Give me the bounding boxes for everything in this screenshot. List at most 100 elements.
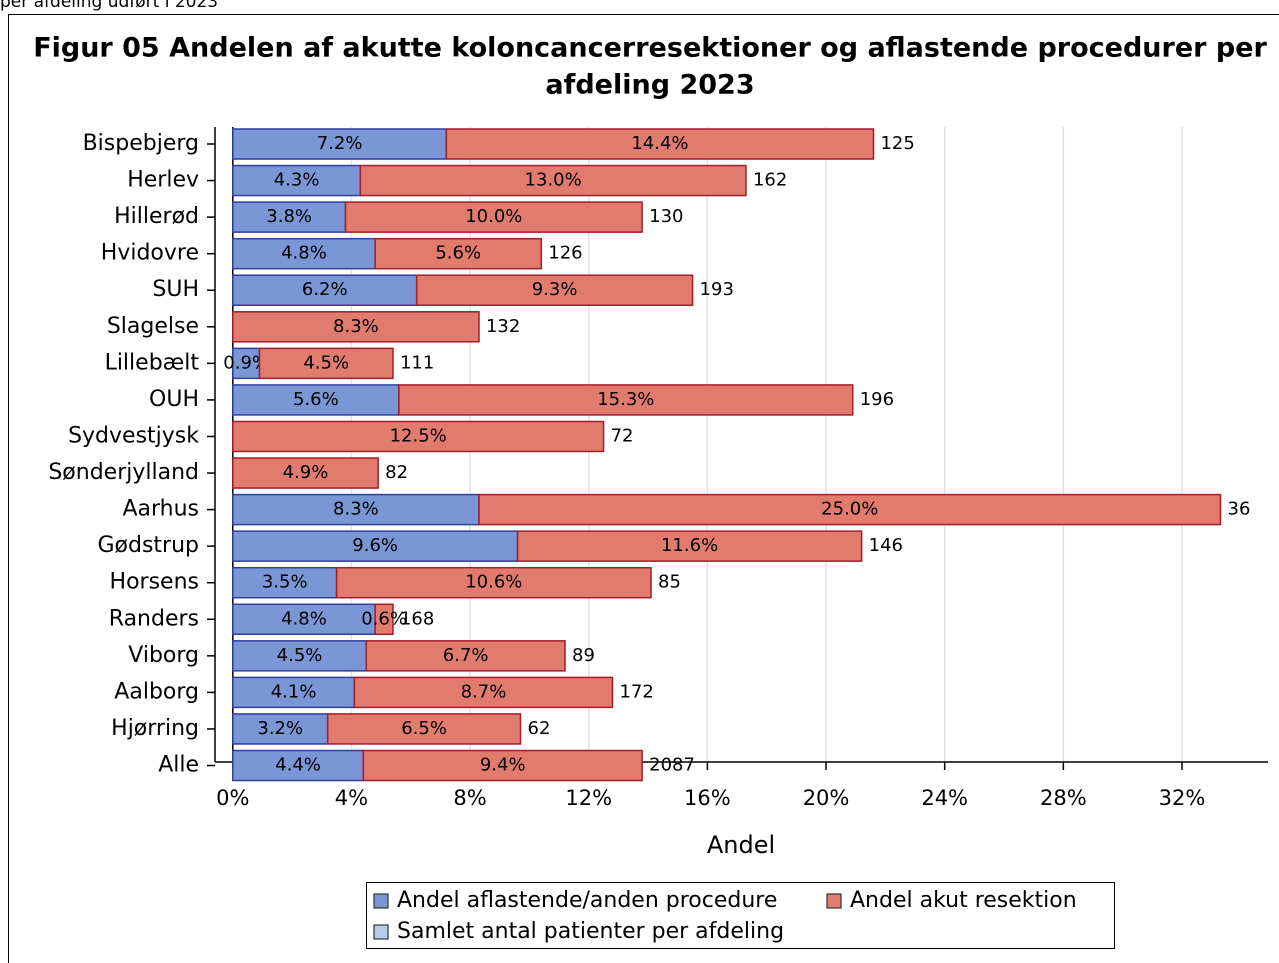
legend-label: Samlet antal patienter per afdeling	[397, 919, 784, 944]
bar-segment	[374, 237, 543, 270]
y-tick-label: Slagelse	[107, 314, 199, 339]
bar-label: 3.5%	[262, 572, 308, 593]
count-label: 162	[753, 170, 787, 191]
x-tick-label: 32%	[1159, 786, 1206, 810]
count-label: 146	[869, 535, 903, 556]
y-tick-label: Randers	[109, 606, 199, 631]
chart-title: Figur 05 Andelen af akutte koloncancerre…	[33, 33, 1267, 64]
y-tick-label: Alle	[158, 753, 199, 778]
bar-segment	[335, 566, 652, 599]
caption: per afdeling udført i 2023	[0, 0, 218, 12]
bar-segment	[232, 164, 362, 197]
bar-label: 8.3%	[333, 316, 379, 337]
bar-label: 8.3%	[333, 499, 379, 520]
x-tick-label: 12%	[565, 786, 612, 810]
bar-segment	[362, 749, 643, 782]
count-label: 196	[860, 389, 894, 410]
x-tick-label: 16%	[684, 786, 731, 810]
bar-segment	[258, 347, 394, 380]
bar-label: 9.3%	[532, 279, 578, 300]
bar-label: 10.6%	[465, 572, 522, 593]
legend-swatch	[373, 924, 389, 940]
x-tick-label: 8%	[453, 786, 486, 810]
y-tick-label: SUH	[152, 277, 199, 302]
count-label: 36	[1228, 499, 1251, 520]
bar-segment	[232, 676, 356, 709]
bar-label: 4.1%	[271, 681, 317, 702]
count-label: 111	[400, 352, 434, 373]
y-tick-label: Hillerød	[114, 204, 199, 229]
bar-label: 25.0%	[821, 499, 878, 520]
x-tick-label: 24%	[921, 786, 968, 810]
y-tick-label: Bispebjerg	[83, 131, 199, 156]
y-tick-label: Gødstrup	[97, 533, 199, 558]
legend-label: Andel akut resektion	[850, 888, 1077, 913]
y-tick-label: Aalborg	[114, 679, 199, 704]
count-label: 85	[658, 572, 681, 593]
x-tick-label: 0%	[216, 786, 249, 810]
y-tick-label: Lillebælt	[105, 350, 200, 375]
bar-label: 3.2%	[257, 718, 303, 739]
bar-label: 5.6%	[435, 243, 481, 264]
bar-segment	[398, 384, 854, 416]
bar-segment	[516, 530, 863, 562]
bar-segment	[374, 603, 394, 636]
bar-segment	[232, 201, 347, 233]
y-tick-label: Herlev	[127, 168, 199, 193]
bar-label: 8.7%	[461, 681, 507, 702]
y-tick-label: OUH	[149, 387, 199, 412]
bar-segment	[232, 128, 448, 160]
bar-label: 13.0%	[525, 170, 582, 191]
count-label: 168	[400, 608, 434, 629]
count-label: 125	[880, 133, 914, 154]
bar-segment	[365, 640, 566, 672]
bar-label: 15.3%	[597, 389, 654, 410]
bar-label: 4.8%	[281, 243, 327, 264]
bar-label: 4.5%	[277, 645, 323, 666]
count-label: 82	[385, 462, 408, 483]
bar-segment	[415, 274, 694, 306]
count-label: 130	[649, 206, 683, 227]
y-tick-label: Sønderjylland	[48, 460, 199, 485]
bar-segment	[232, 384, 400, 416]
x-axis-label: Andel	[707, 831, 775, 859]
bar-segment	[232, 640, 368, 672]
bar-label: 3.8%	[266, 206, 312, 227]
bar-segment	[232, 457, 379, 489]
bar-label: 7.2%	[317, 133, 363, 154]
bar-label: 0.6%	[361, 608, 407, 629]
x-tick-label: 28%	[1040, 786, 1087, 810]
count-label: 172	[619, 681, 653, 702]
legend	[366, 882, 1115, 949]
count-label: 72	[611, 425, 634, 446]
bar-segment	[326, 713, 522, 745]
legend-swatch	[373, 893, 389, 909]
frame	[8, 14, 1279, 963]
legend-swatch	[826, 893, 842, 909]
bar-segment	[232, 493, 480, 526]
y-tick-label: Hjørring	[111, 716, 199, 741]
x-tick-label: 20%	[803, 786, 850, 810]
bar-segment	[478, 493, 1222, 526]
bar-label: 4.8%	[281, 608, 327, 629]
bar-segment	[232, 749, 365, 782]
bar-label: 11.6%	[661, 535, 718, 556]
bar-segment	[445, 128, 875, 160]
bar-segment	[232, 530, 519, 562]
bar-segment	[344, 201, 643, 233]
count-label: 126	[548, 243, 582, 264]
bar-label: 12.5%	[390, 425, 447, 446]
y-tick-label: Sydvestjysk	[68, 423, 199, 448]
chart-title: afdeling 2023	[545, 70, 754, 101]
y-tick-label: Viborg	[128, 643, 199, 668]
bar-label: 14.4%	[631, 133, 688, 154]
bar-segment	[353, 676, 614, 709]
x-tick-label: 4%	[335, 786, 368, 810]
bar-label: 6.5%	[401, 718, 447, 739]
legend-label: Andel aflastende/anden procedure	[397, 888, 777, 913]
bar-label: 4.3%	[274, 170, 320, 191]
bar-segment	[232, 603, 376, 636]
count-label: 89	[572, 645, 595, 666]
